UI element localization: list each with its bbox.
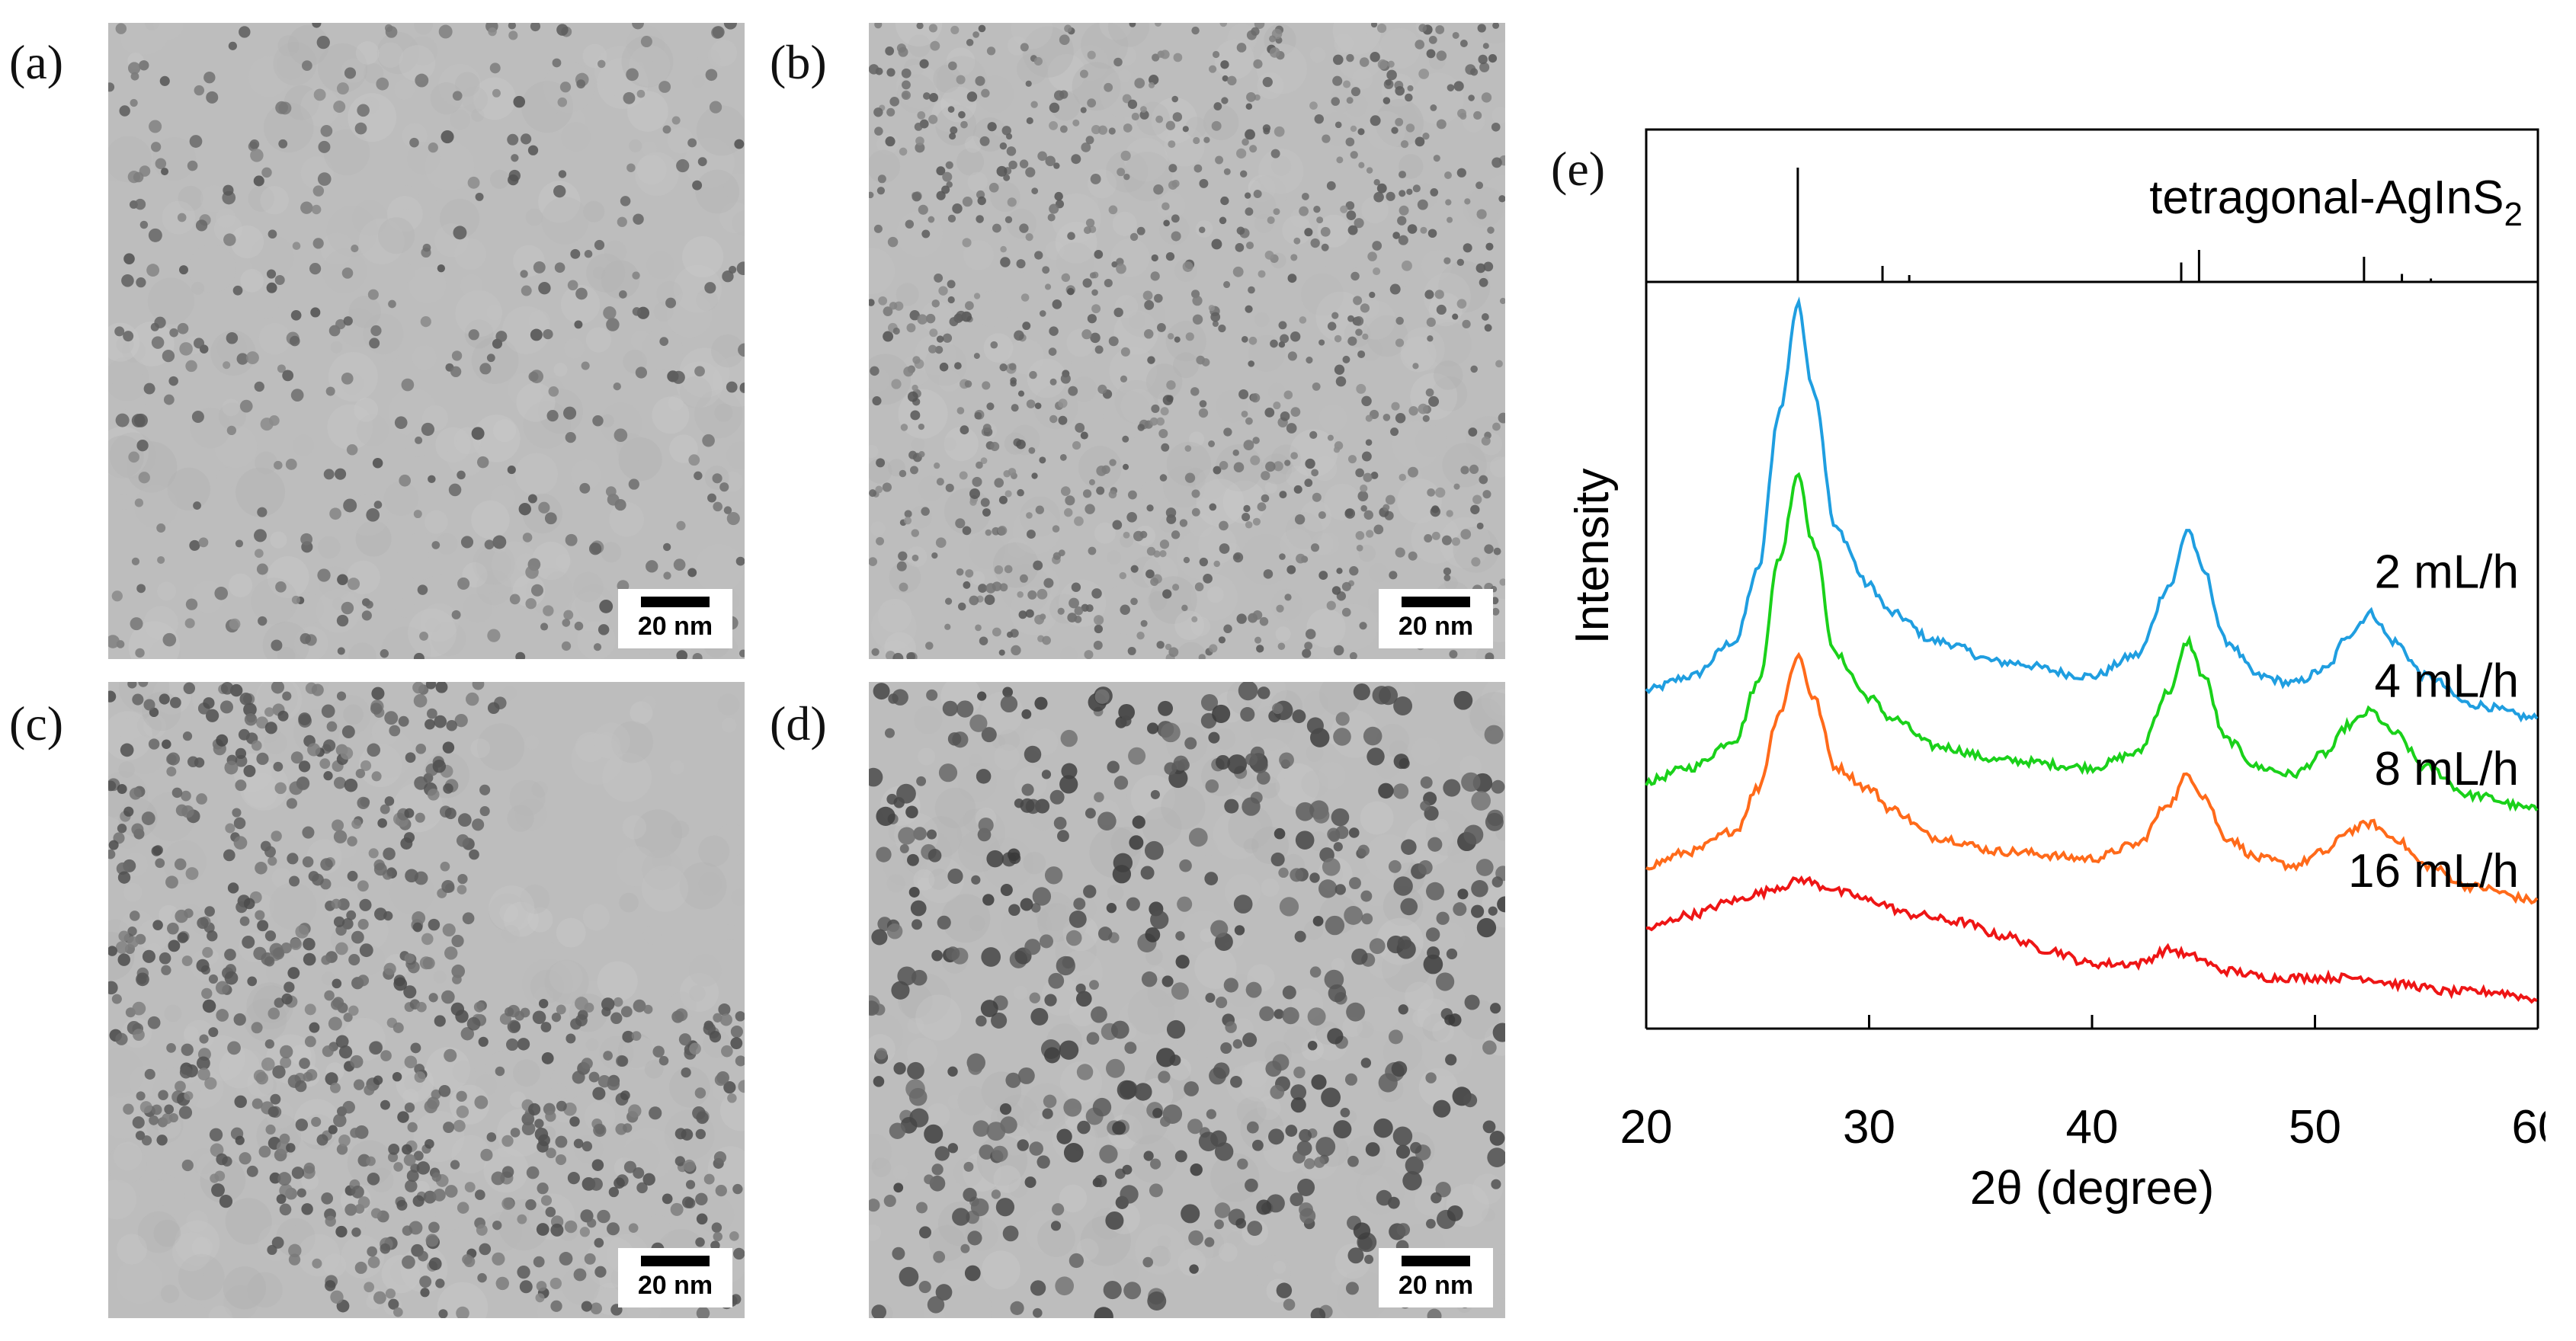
x-tick-label: 20 [1620, 1101, 1673, 1154]
x-tick-label: 60 [2512, 1101, 2546, 1154]
series-line [1645, 651, 2539, 905]
x-tick-label: 50 [2289, 1101, 2341, 1154]
series-line [1645, 296, 2539, 723]
x-axis-ticks: 20 30 40 50 60 [1620, 1015, 2546, 1154]
panel-label-d: (d) [770, 696, 827, 751]
scale-bar-label: 20 nm [637, 612, 713, 641]
scale-bar-line [1402, 1256, 1470, 1266]
reference-peaks [1796, 168, 2433, 282]
series-labels: 2 mL/h 4 mL/h 8 mL/h 16 mL/h [2348, 546, 2519, 898]
x-tick-label: 30 [1843, 1101, 1895, 1154]
x-axis-label: 2θ (degree) [1970, 1162, 2215, 1215]
scale-bar-label: 20 nm [1398, 612, 1474, 641]
y-axis-label: Intensity [1566, 469, 1619, 645]
tem-image-c: 20 nm [108, 682, 745, 1318]
scale-bar-b: 20 nm [1379, 589, 1493, 648]
series-line [1645, 875, 2538, 1004]
series-line [1645, 472, 2539, 812]
series-label: 8 mL/h [2374, 743, 2519, 795]
scale-bar-label: 20 nm [1398, 1271, 1474, 1300]
panel-label-a: (a) [9, 35, 64, 89]
series-label: 16 mL/h [2348, 845, 2519, 898]
tem-image-b: 20 nm [869, 23, 1505, 659]
panel-label-e: (e) [1551, 142, 1606, 196]
panel-label-b: (b) [770, 35, 827, 89]
scale-bar-a: 20 nm [618, 589, 732, 648]
series-label: 2 mL/h [2374, 546, 2519, 599]
xrd-chart: tetragonal-AgInS2 20 30 40 50 60 2 mL/h 4 mL/… [1566, 128, 2546, 1215]
scale-bar-line [1402, 597, 1470, 607]
series-label: 4 mL/h [2374, 655, 2519, 708]
reference-panel-frame [1645, 128, 2539, 283]
reference-label: tetragonal-AgInS2 [2149, 171, 2523, 233]
x-tick-label: 40 [2066, 1101, 2119, 1154]
scale-bar-line [641, 597, 710, 607]
scale-bar-label: 20 nm [637, 1271, 713, 1300]
scale-bar-c: 20 nm [618, 1248, 732, 1307]
panel-label-c: (c) [9, 696, 64, 751]
tem-image-d: 20 nm [869, 682, 1505, 1318]
tem-image-a: 20 nm [108, 23, 745, 659]
series-lines [1645, 296, 2539, 1004]
scale-bar-d: 20 nm [1379, 1248, 1493, 1307]
scale-bar-line [641, 1256, 710, 1266]
